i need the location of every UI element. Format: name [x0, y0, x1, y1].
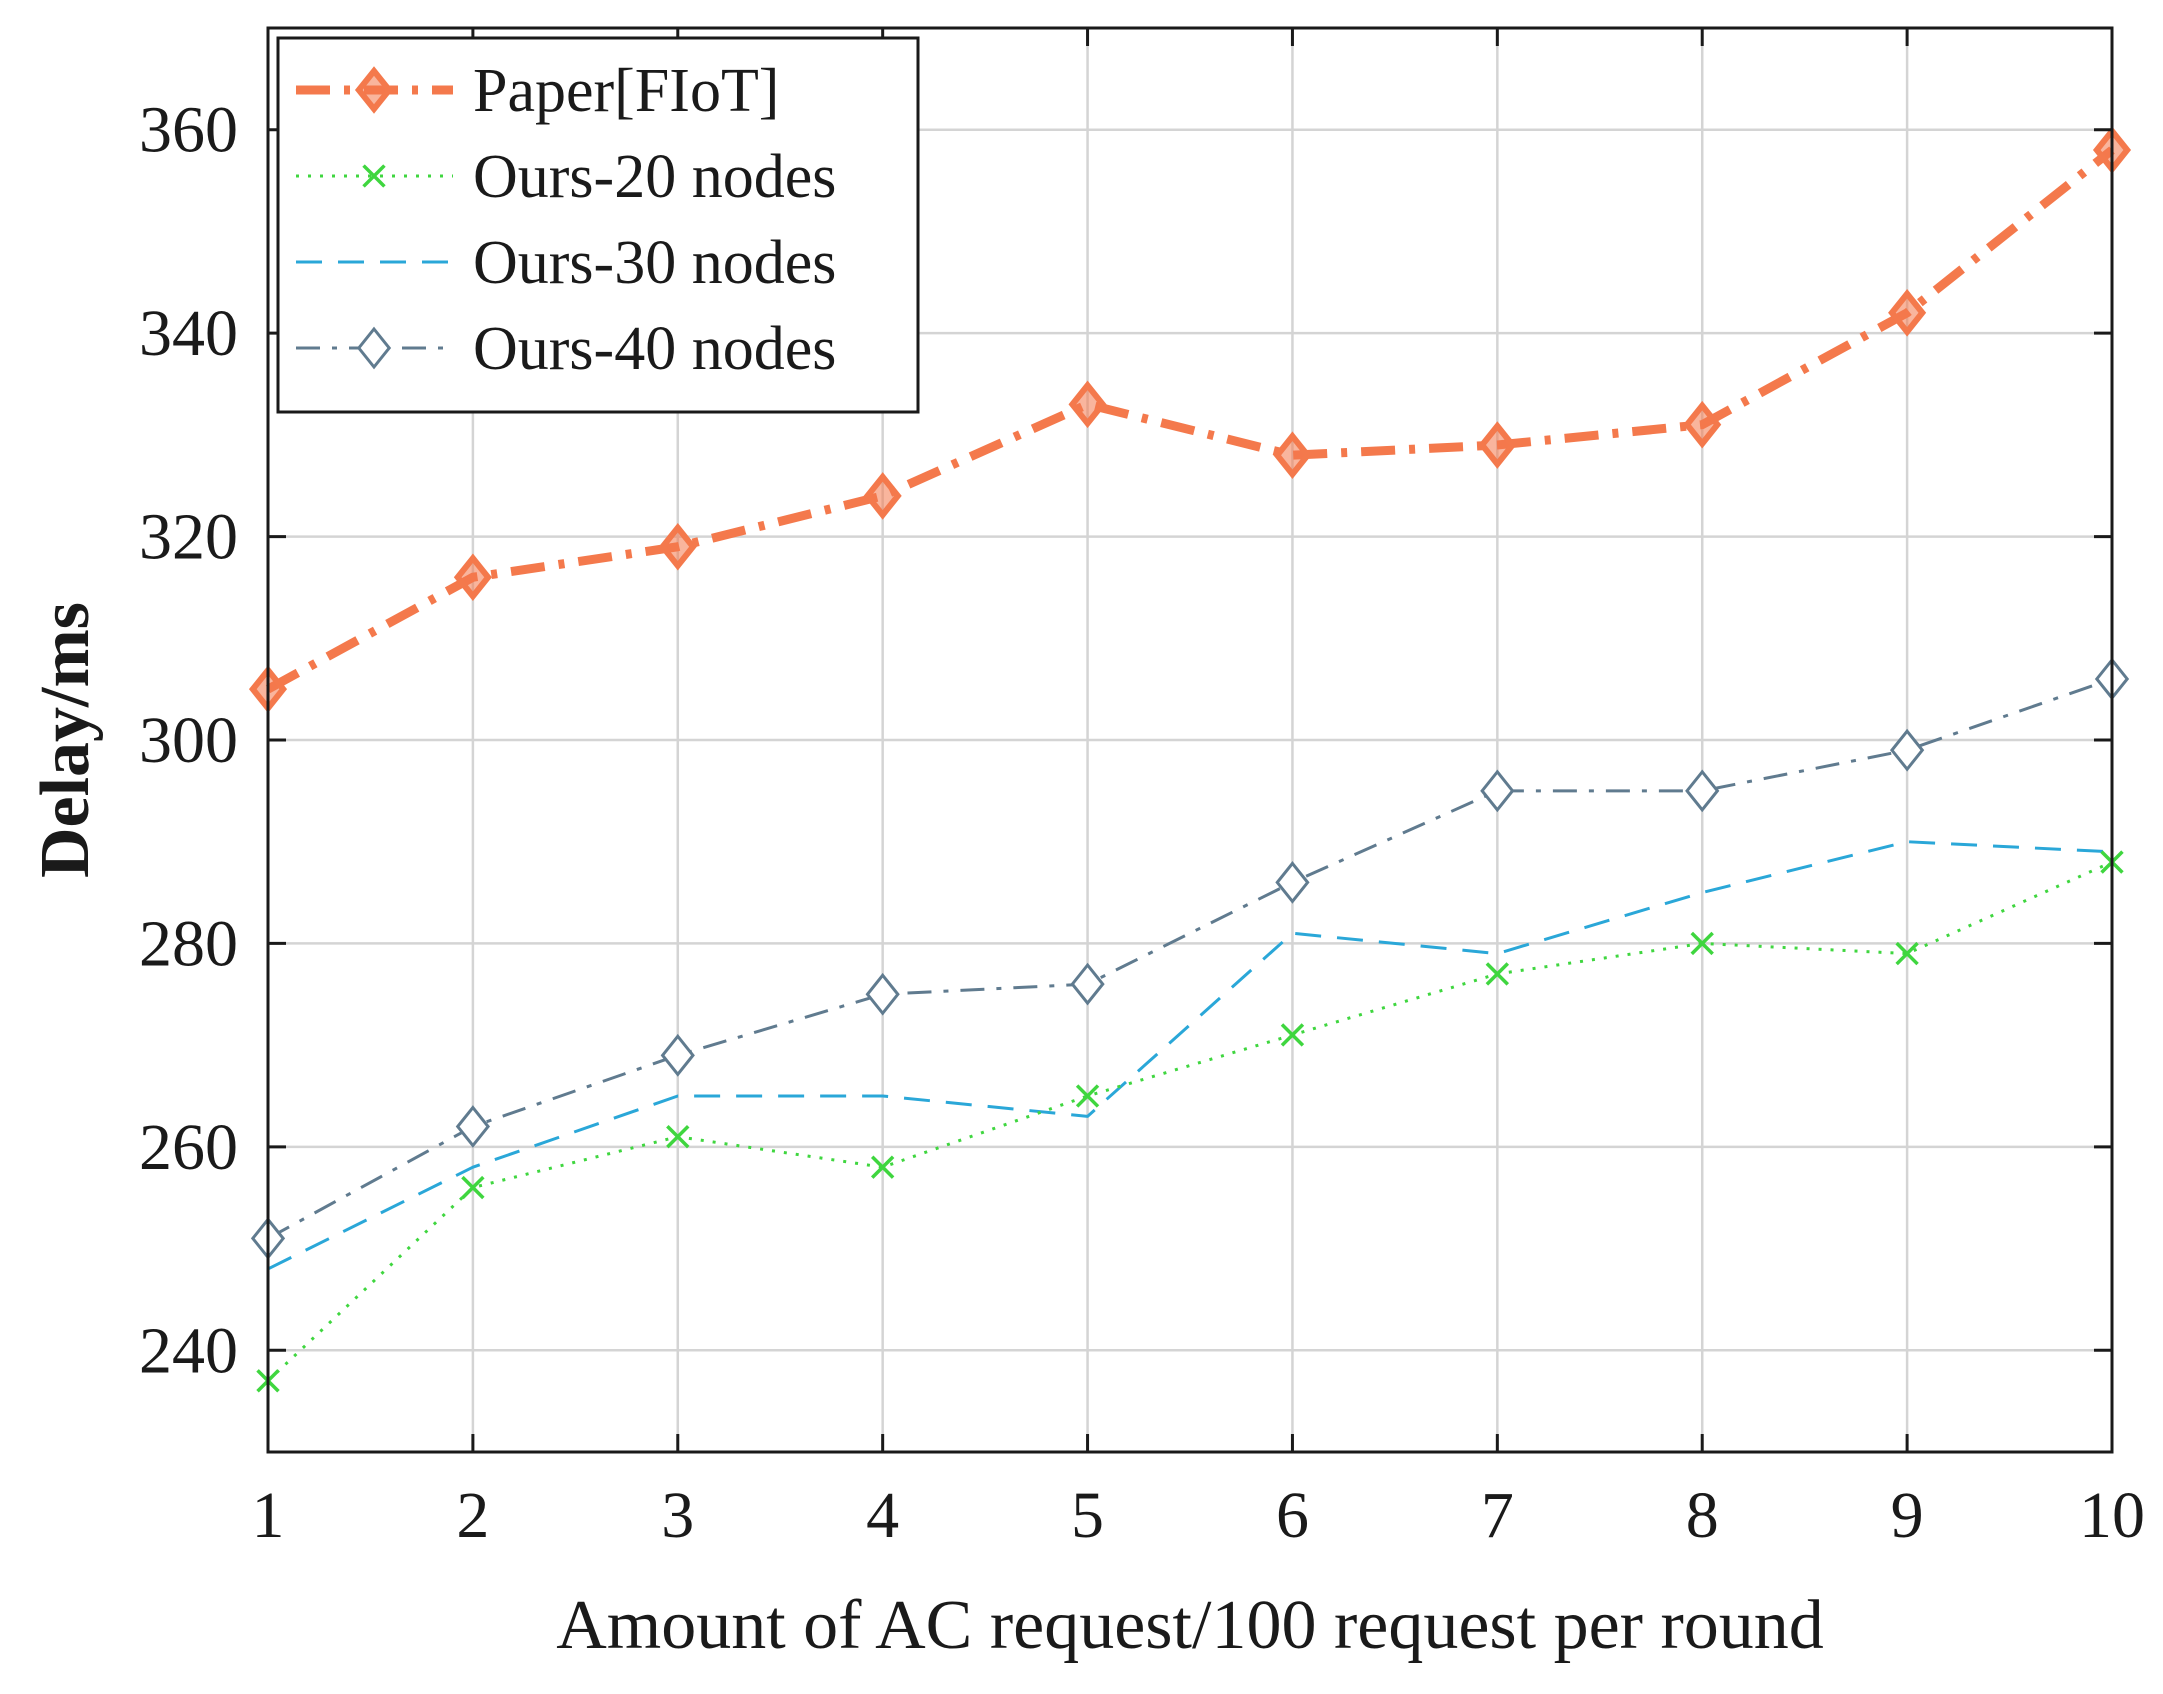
axes: 1 2 3 4 5 6 7 8 9 10 240 260 280 300 320 340 360 — [139, 28, 2145, 1552]
data-point — [1070, 962, 1105, 1006]
data-point — [453, 553, 492, 602]
data-point — [666, 1125, 690, 1149]
series-line — [267, 840, 2113, 1271]
legend-item: Ours-20 nodes — [296, 143, 836, 211]
data-point — [1280, 1023, 1305, 1047]
series-group — [248, 126, 2132, 1393]
x-tick-label: 6 — [1276, 1479, 1309, 1552]
data-point — [1685, 769, 1720, 813]
x-tick-label: 1 — [252, 1479, 285, 1552]
x-tick-label: 10 — [2079, 1479, 2145, 1552]
data-point — [1273, 431, 1312, 480]
data-point — [865, 972, 900, 1016]
data-point — [1683, 400, 1722, 449]
legend-label: Ours-20 nodes — [473, 143, 836, 211]
data-point — [658, 522, 697, 571]
y-axis-title: Delay/ms — [27, 602, 104, 878]
series-line — [265, 146, 2115, 694]
legend-item: Ours-40 nodes — [296, 315, 836, 383]
legend-item: Paper[FIoT] — [296, 57, 779, 125]
legend-item: Ours-30 nodes — [296, 229, 836, 297]
y-tick-label: 300 — [139, 704, 238, 777]
x-tick-label: 5 — [1071, 1479, 1104, 1552]
data-point — [1895, 941, 1919, 966]
y-tick-label: 340 — [139, 297, 238, 370]
data-point — [1690, 931, 1714, 956]
legend-swatch-marker — [356, 326, 392, 370]
data-point — [660, 1033, 695, 1077]
data-point — [1075, 1084, 1100, 1108]
x-tick-label: 7 — [1481, 1479, 1514, 1552]
data-point — [1275, 860, 1310, 904]
data-point — [1889, 728, 1925, 772]
legend-label: Paper[FIoT] — [473, 57, 779, 125]
legend-swatch-marker — [354, 66, 394, 114]
x-tick-label: 8 — [1686, 1479, 1719, 1552]
data-point — [1068, 380, 1107, 429]
legend-swatch-marker — [362, 164, 386, 188]
legend: Paper[FIoT] Ours-20 nodes Ours-30 nodes Our… — [276, 36, 920, 414]
x-tick-label: 9 — [1891, 1479, 1924, 1552]
y-tick-label: 280 — [139, 907, 238, 980]
legend-label: Ours-40 nodes — [473, 315, 836, 383]
data-point — [1485, 962, 1510, 986]
series-3 — [267, 840, 2113, 1271]
x-tick-label: 2 — [456, 1479, 489, 1552]
y-tick-label: 240 — [139, 1314, 238, 1387]
x-axis-title: Amount of AC request/100 request per rou… — [556, 1587, 1824, 1664]
data-point — [1478, 421, 1517, 469]
x-tick-label: 3 — [661, 1479, 694, 1552]
data-point — [461, 1175, 485, 1200]
y-tick-label: 320 — [139, 501, 238, 574]
data-point — [863, 472, 902, 520]
x-tick-label: 4 — [866, 1479, 899, 1552]
data-point — [455, 1105, 491, 1148]
series-line — [267, 677, 2113, 1240]
y-tick-label: 360 — [139, 94, 238, 167]
data-point — [1480, 769, 1515, 813]
data-point — [870, 1155, 895, 1179]
legend-label: Ours-30 nodes — [473, 229, 836, 297]
y-tick-label: 260 — [139, 1111, 238, 1184]
data-point — [1888, 288, 1927, 337]
